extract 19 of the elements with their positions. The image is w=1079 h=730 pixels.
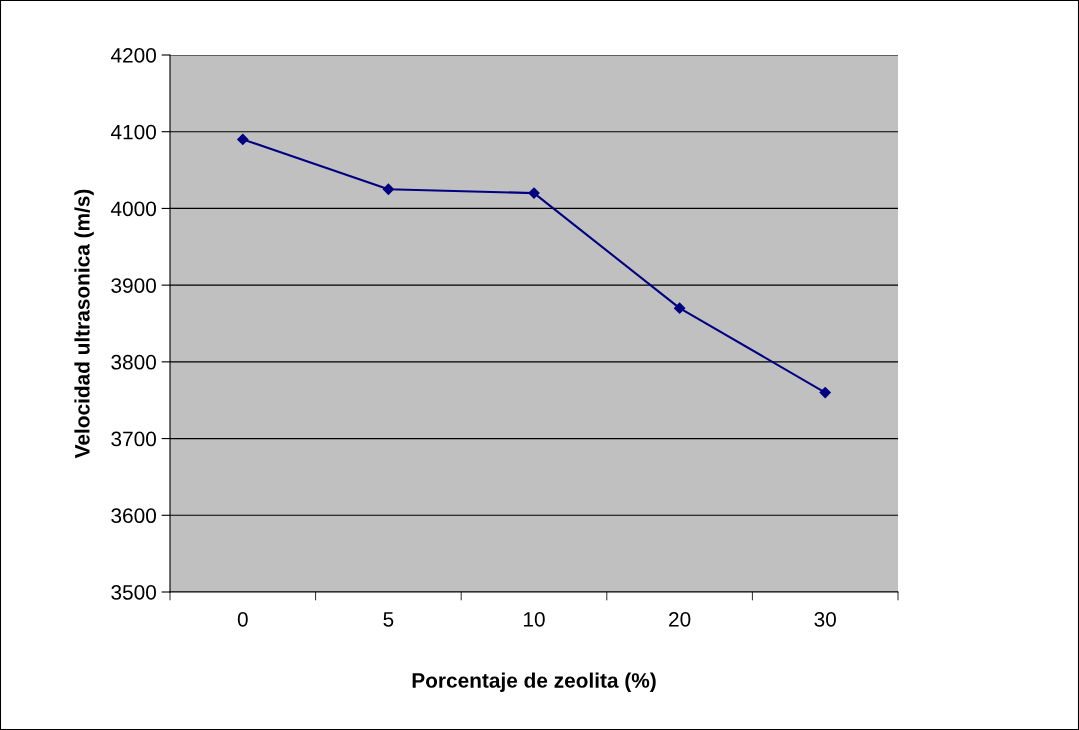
y-axis-title: Velocidad ultrasonica (m/s) <box>74 189 94 459</box>
point <box>819 386 831 399</box>
x-tick-label: 5 <box>383 612 394 627</box>
x-axis-title: Porcentaje de zeolita (%) <box>412 672 656 692</box>
x-tick-label: 0 <box>237 611 248 627</box>
point <box>382 183 395 195</box>
y-tick-label: 4000 <box>110 201 156 217</box>
y-tick-label: 3500 <box>111 585 156 600</box>
y-tick-label: 3700 <box>111 431 156 447</box>
y-tick-label: 3900 <box>111 278 156 293</box>
x-tick-label: 20 <box>669 611 691 627</box>
y-tick-label: 4100 <box>110 124 156 140</box>
x-tick-label: 10 <box>524 611 545 627</box>
point <box>673 302 686 314</box>
y-tick-label: 3800 <box>111 354 156 370</box>
x-tick-label: 30 <box>814 611 836 627</box>
y-tick-label: 4200 <box>110 48 156 63</box>
point <box>237 133 249 145</box>
y-tick-label: 3600 <box>111 508 156 524</box>
